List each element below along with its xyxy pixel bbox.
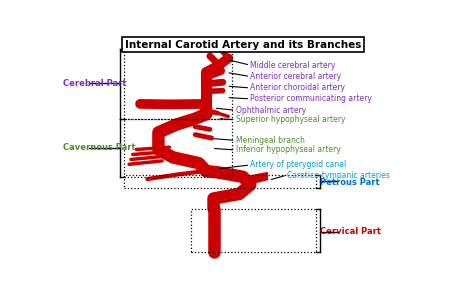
Text: Meningeal branch: Meningeal branch [236, 136, 304, 145]
Text: Posterior communicating artery: Posterior communicating artery [250, 94, 372, 103]
Text: Middle cerebral artery: Middle cerebral artery [250, 61, 336, 70]
Text: Carotico-tympanic arteries: Carotico-tympanic arteries [287, 170, 390, 179]
Text: Superior hypophyseal artery: Superior hypophyseal artery [236, 115, 345, 124]
Text: Petrous Part: Petrous Part [320, 178, 380, 187]
Text: Artery of pterygoid canal: Artery of pterygoid canal [250, 160, 346, 170]
Text: Internal Carotid Artery and its Branches: Internal Carotid Artery and its Branches [125, 40, 361, 50]
Text: Anterior cerebral artery: Anterior cerebral artery [250, 72, 341, 81]
Text: Inferior hypophyseal artery: Inferior hypophyseal artery [236, 145, 340, 155]
Text: Cervical Part: Cervical Part [320, 227, 381, 236]
Text: Cavernous Part: Cavernous Part [63, 143, 136, 152]
Text: Ophthalmic artery: Ophthalmic artery [236, 106, 306, 115]
Text: Anterior choroidal artery: Anterior choroidal artery [250, 83, 345, 92]
Text: Cerebral Part: Cerebral Part [63, 79, 127, 88]
